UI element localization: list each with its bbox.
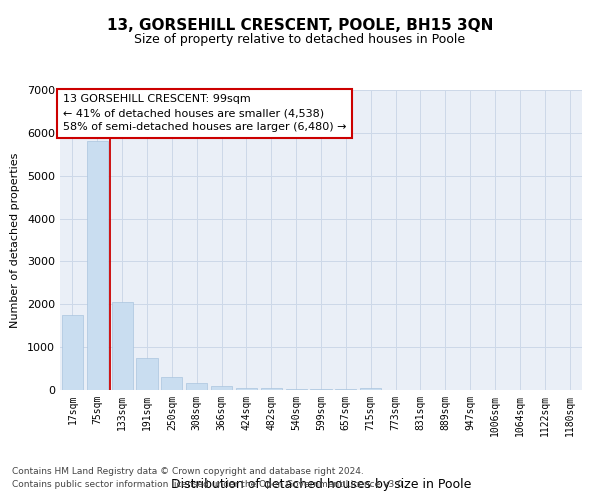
Text: Contains public sector information licensed under the Open Government Licence v3: Contains public sector information licen… (12, 480, 406, 489)
Bar (161, 377, 182, 390)
Bar (87, 142, 108, 390)
Bar (236, 388, 257, 390)
Bar (310, 389, 332, 390)
Bar (112, 302, 133, 390)
Bar (360, 388, 381, 390)
Text: 13, GORSEHILL CRESCENT, POOLE, BH15 3QN: 13, GORSEHILL CRESCENT, POOLE, BH15 3QN (107, 18, 493, 32)
Text: 13 GORSEHILL CRESCENT: 99sqm
← 41% of detached houses are smaller (4,538)
58% of: 13 GORSEHILL CRESCENT: 99sqm ← 41% of de… (62, 94, 346, 132)
Bar (62, 315, 83, 390)
Bar (286, 389, 307, 390)
Bar (186, 382, 207, 390)
Text: Size of property relative to detached houses in Poole: Size of property relative to detached ho… (134, 32, 466, 46)
Bar (136, 358, 158, 390)
Bar (211, 386, 232, 390)
Text: Contains HM Land Registry data © Crown copyright and database right 2024.: Contains HM Land Registry data © Crown c… (12, 467, 364, 476)
Y-axis label: Number of detached properties: Number of detached properties (10, 152, 20, 328)
Bar (261, 388, 282, 390)
X-axis label: Distribution of detached houses by size in Poole: Distribution of detached houses by size … (171, 478, 471, 490)
